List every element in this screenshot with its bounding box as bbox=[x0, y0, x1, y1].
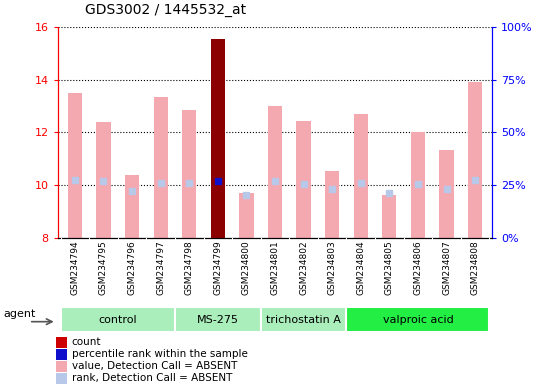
Bar bbox=[175, 307, 261, 332]
Text: valproic acid: valproic acid bbox=[383, 314, 453, 325]
Text: GSM234795: GSM234795 bbox=[99, 240, 108, 295]
Text: GSM234797: GSM234797 bbox=[156, 240, 165, 295]
Text: GSM234808: GSM234808 bbox=[471, 240, 480, 295]
Bar bbox=[68, 93, 82, 238]
Text: GSM234796: GSM234796 bbox=[128, 240, 136, 295]
Text: trichostatin A: trichostatin A bbox=[266, 314, 341, 325]
Text: control: control bbox=[98, 314, 137, 325]
Text: GSM234805: GSM234805 bbox=[385, 240, 394, 295]
Bar bbox=[56, 361, 67, 372]
Text: GSM234799: GSM234799 bbox=[213, 240, 222, 295]
Bar bbox=[346, 307, 490, 332]
Bar bbox=[468, 82, 482, 238]
Text: GDS3002 / 1445532_at: GDS3002 / 1445532_at bbox=[85, 3, 246, 17]
Bar bbox=[261, 307, 346, 332]
Text: percentile rank within the sample: percentile rank within the sample bbox=[72, 349, 248, 359]
Text: GSM234807: GSM234807 bbox=[442, 240, 451, 295]
Bar bbox=[153, 97, 168, 238]
Bar bbox=[96, 122, 111, 238]
Text: count: count bbox=[72, 337, 101, 347]
Bar bbox=[239, 193, 254, 238]
Text: value, Detection Call = ABSENT: value, Detection Call = ABSENT bbox=[72, 361, 237, 371]
Bar bbox=[56, 337, 67, 348]
Text: GSM234794: GSM234794 bbox=[70, 240, 79, 295]
Bar bbox=[56, 349, 67, 360]
Text: GSM234804: GSM234804 bbox=[356, 240, 365, 295]
Text: rank, Detection Call = ABSENT: rank, Detection Call = ABSENT bbox=[72, 373, 232, 383]
Text: GSM234802: GSM234802 bbox=[299, 240, 308, 295]
Text: GSM234803: GSM234803 bbox=[328, 240, 337, 295]
Text: agent: agent bbox=[3, 309, 35, 319]
Bar bbox=[268, 106, 282, 238]
Text: GSM234798: GSM234798 bbox=[185, 240, 194, 295]
Text: GSM234800: GSM234800 bbox=[242, 240, 251, 295]
Bar bbox=[56, 373, 67, 384]
Bar bbox=[439, 150, 454, 238]
Bar bbox=[382, 195, 397, 238]
Text: MS-275: MS-275 bbox=[197, 314, 239, 325]
Bar bbox=[354, 114, 368, 238]
Bar bbox=[211, 39, 225, 238]
Text: GSM234801: GSM234801 bbox=[271, 240, 279, 295]
Bar bbox=[325, 171, 339, 238]
Bar bbox=[60, 307, 175, 332]
Bar bbox=[296, 121, 311, 238]
Bar bbox=[125, 175, 139, 238]
Bar bbox=[411, 132, 425, 238]
Text: GSM234806: GSM234806 bbox=[414, 240, 422, 295]
Bar bbox=[182, 110, 196, 238]
